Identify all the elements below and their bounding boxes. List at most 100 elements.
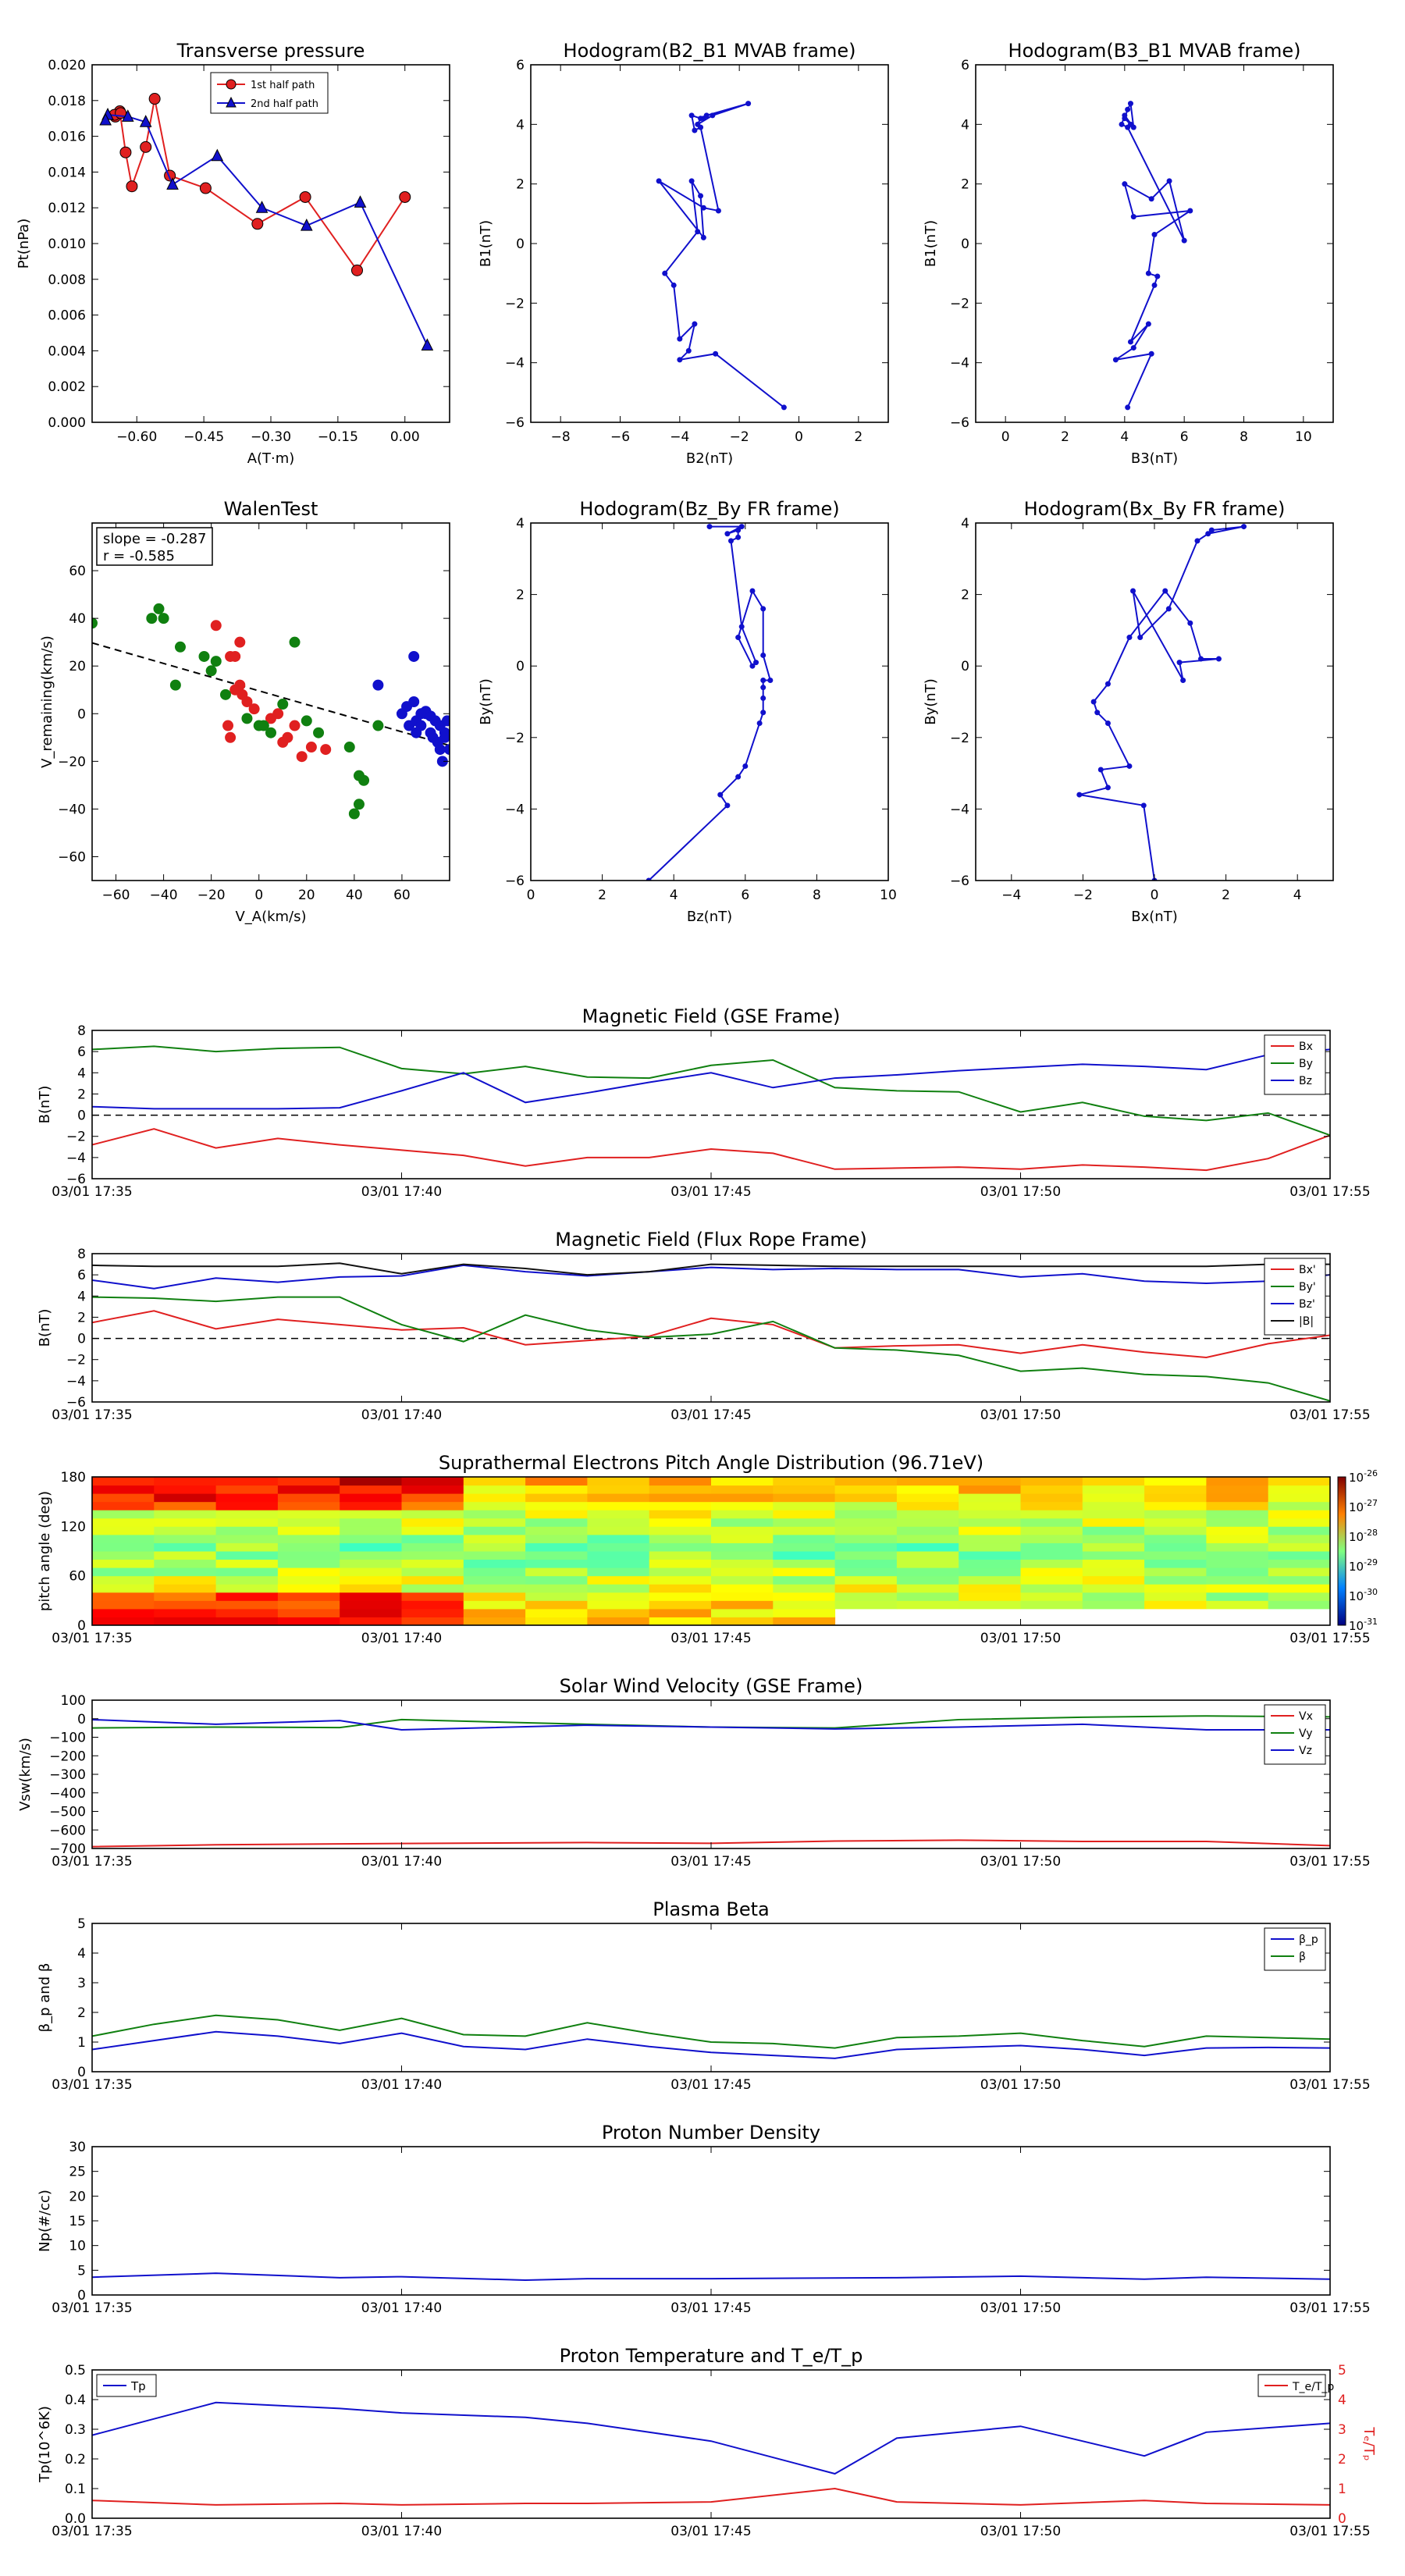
heatmap-cell [1268, 1567, 1330, 1577]
plot-frame [91, 1253, 1331, 1403]
heatmap-cell [340, 1510, 402, 1519]
y-tick-label: 0 [77, 1108, 86, 1124]
chart-h1: Hodogram(B2_B1 MVAB frame) −6 −4 −2 0 2 4 6 −8 −6… [478, 40, 889, 467]
heatmap-cell [587, 1617, 650, 1625]
y-tick-label: 0 [77, 2065, 86, 2080]
heatmap-cell [834, 1477, 898, 1486]
data-point [715, 208, 721, 214]
heatmap-cell [463, 1526, 526, 1535]
data-point [760, 606, 767, 612]
heatmap-cell [463, 1575, 526, 1585]
heatmap-cell [1020, 1592, 1083, 1601]
heatmap-cell [649, 1575, 712, 1585]
heatmap-cell [1268, 1584, 1330, 1593]
data-point [1126, 635, 1133, 641]
y-tick-label: −60 [58, 849, 86, 865]
y-tick-label: 0.014 [48, 165, 86, 180]
heatmap-cell [1144, 1542, 1207, 1552]
data-point [698, 193, 704, 199]
data-point [745, 101, 752, 107]
heatmap-cell [154, 1551, 217, 1560]
data-point [210, 620, 222, 632]
heatmap-cell [92, 1584, 155, 1593]
heatmap-cell [463, 1477, 526, 1486]
heatmap-cell [773, 1617, 836, 1625]
x-tick-label: 2 [854, 429, 863, 445]
heatmap-cell [1206, 1517, 1269, 1527]
y-tick-label: 4 [77, 1946, 86, 1962]
y-tick-label: 6 [516, 58, 525, 73]
chart-title: Suprathermal Electrons Pitch Angle Distr… [439, 1452, 984, 1474]
heatmap-cell [1020, 1477, 1083, 1486]
data-point [1137, 635, 1144, 641]
heatmap-cell [401, 1510, 464, 1519]
data-point [140, 141, 152, 153]
plot-area [92, 1715, 1330, 1848]
heatmap-cell [1206, 1542, 1269, 1552]
data-point [756, 720, 763, 726]
x-tick-label: −6 [610, 429, 630, 445]
heatmap-cell [1206, 1534, 1269, 1543]
data-point [421, 338, 434, 351]
data-point [350, 264, 363, 276]
x-tick-label: −40 [150, 888, 178, 903]
heatmap-cell [340, 1584, 402, 1593]
heatmap-cell [711, 1534, 774, 1543]
heatmap-cell [649, 1501, 712, 1510]
y-tick-label: −4 [950, 356, 969, 372]
y-tick-label: 4 [77, 1289, 86, 1304]
colorbar-label: 10-26 [1349, 1468, 1378, 1485]
heatmap-cell [834, 1517, 898, 1527]
chart-title: Proton Temperature and T_e/T_p [560, 2345, 863, 2367]
chart-tp2: Proton Temperature and T_e/T_p 0.0 0.1 0.2 0… [37, 2345, 1377, 2539]
plot-area [92, 1477, 1330, 1625]
heatmap-cell [587, 1575, 650, 1585]
x-tick-label: 2 [1061, 429, 1069, 445]
time-tick-label: 03/01 17:40 [361, 1184, 442, 1200]
data-point [738, 524, 745, 530]
heatmap-cell [154, 1510, 217, 1519]
heatmap-cell [587, 1600, 650, 1610]
y-tick-label: 0.012 [48, 201, 86, 216]
y-tick-label: 0.020 [48, 58, 86, 73]
data-point [1076, 792, 1083, 798]
data-point [289, 636, 301, 648]
heatmap-cell [959, 1600, 1021, 1610]
y2-tick-label: 0 [1338, 2511, 1346, 2527]
data-point [234, 636, 246, 648]
time-tick-label: 03/01 17:50 [980, 1184, 1061, 1200]
series-line-β_p [92, 2030, 1330, 2059]
heatmap-cell [525, 1526, 588, 1535]
legend-box [1264, 1704, 1326, 1765]
data-point [1104, 681, 1111, 687]
y-tick-label: 0.5 [65, 2363, 86, 2379]
data-point [166, 177, 179, 190]
heatmap-cell [773, 1493, 836, 1503]
heatmap-cell [401, 1534, 464, 1543]
heatmap-cell [1020, 1510, 1083, 1519]
data-point [1215, 656, 1222, 662]
heatmap-cell [92, 1600, 155, 1610]
data-point [670, 282, 677, 288]
data-point [760, 695, 767, 701]
series-line-|B| [92, 1262, 1330, 1276]
data-point [222, 720, 234, 731]
heatmap-cell [1020, 1517, 1083, 1527]
x-tick-label: 0 [527, 888, 535, 903]
heatmap-cell [463, 1592, 526, 1601]
heatmap-cell [959, 1534, 1021, 1543]
y-tick-label: 120 [61, 1519, 86, 1535]
plot-frame [91, 1030, 1331, 1179]
heatmap-cell [1268, 1501, 1330, 1510]
y-tick-label: −2 [66, 1130, 86, 1145]
heatmap-cell [277, 1477, 340, 1486]
heatmap-cell [896, 1485, 959, 1494]
heatmap-cell [959, 1493, 1021, 1503]
data-point [343, 742, 355, 753]
heatmap-cell [1082, 1551, 1145, 1560]
series-line-Te/Tp [92, 2487, 1330, 2506]
heatmap-cell [92, 1592, 155, 1601]
y-tick-label: 20 [69, 659, 86, 674]
time-tick-label: 03/01 17:50 [980, 2524, 1061, 2539]
heatmap-cell [896, 1559, 959, 1568]
